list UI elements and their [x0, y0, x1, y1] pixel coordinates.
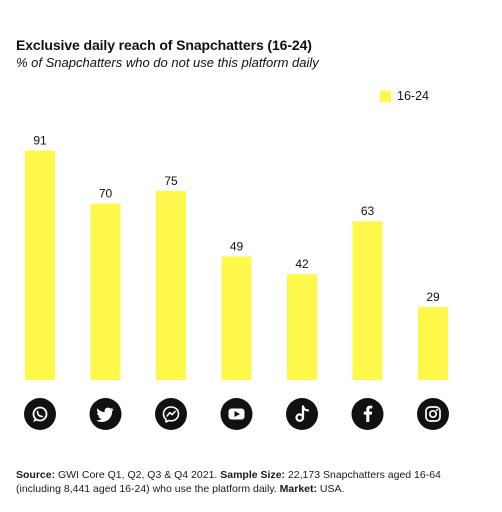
instagram-icon — [417, 398, 449, 430]
messenger-icon — [155, 398, 187, 430]
legend-swatch — [380, 90, 391, 102]
data-label-twitter: 70 — [99, 187, 113, 201]
facebook-icon — [351, 398, 384, 430]
source-footnote: Source: GWI Core Q1, Q2, Q3 & Q4 2021. S… — [16, 468, 486, 496]
data-label-youtube: 49 — [230, 240, 244, 254]
chart-subtitle: % of Snapchatters who do not use this pl… — [16, 55, 319, 70]
market-text: USA. — [317, 483, 345, 495]
bar-facebook — [352, 221, 383, 380]
bar-whatsapp — [25, 150, 55, 380]
bar-messenger — [156, 191, 186, 380]
bar-instagram — [418, 306, 448, 380]
bar-youtube — [221, 256, 252, 380]
source-text: GWI Core Q1, Q2, Q3 & Q4 2021. — [55, 469, 221, 481]
twitter-icon — [89, 398, 122, 430]
legend-label: 16-24 — [397, 89, 429, 103]
legend: 16-24 — [380, 89, 429, 103]
market-label: Market: — [279, 483, 317, 495]
sample-size-label: Sample Size: — [220, 469, 286, 481]
bar-chart: 91 70 75 49 42 63 29 — [24, 134, 449, 430]
tiktok-icon — [286, 398, 318, 430]
chart-title: Exclusive daily reach of Snapchatters (1… — [16, 37, 312, 53]
data-label-tiktok: 42 — [295, 257, 309, 271]
data-label-instagram: 29 — [426, 290, 440, 304]
source-label: Source: — [16, 469, 56, 481]
whatsapp-icon — [24, 398, 56, 430]
data-label-whatsapp: 91 — [33, 134, 47, 148]
youtube-icon — [220, 398, 253, 430]
data-label-messenger: 75 — [164, 174, 178, 188]
bar-tiktok — [287, 274, 317, 380]
data-label-facebook: 63 — [361, 204, 375, 218]
sample-size-text: 22,173 Snapchatters aged 16-64 (includin… — [16, 469, 441, 495]
bar-twitter — [90, 203, 121, 380]
